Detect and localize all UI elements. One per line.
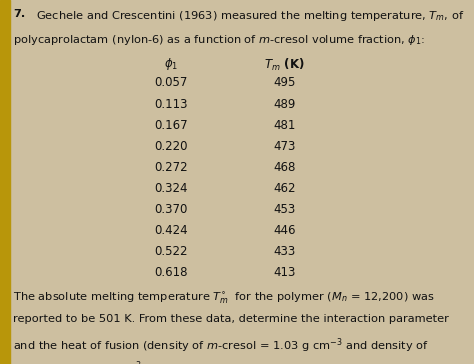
Text: 473: 473: [273, 140, 296, 153]
Text: Gechele and Crescentini (1963) measured the melting temperature, $T_m$, of: Gechele and Crescentini (1963) measured …: [36, 9, 464, 23]
Text: and the heat of fusion (density of $m$-cresol = 1.03 g cm$^{-3}$ and density of: and the heat of fusion (density of $m$-c…: [13, 336, 429, 355]
Text: 0.370: 0.370: [154, 203, 187, 216]
Text: 0.113: 0.113: [154, 98, 187, 111]
Text: 489: 489: [273, 98, 296, 111]
Text: $T_m$ (K): $T_m$ (K): [264, 56, 305, 72]
Text: 0.618: 0.618: [154, 266, 187, 280]
Text: 413: 413: [273, 266, 296, 280]
Text: The absolute melting temperature $T^{\circ}_m$  for the polymer ($M_n$ = 12,200): The absolute melting temperature $T^{\ci…: [13, 291, 435, 306]
Bar: [0, 0, 10, 364]
Text: 0.324: 0.324: [154, 182, 187, 195]
Text: 0.167: 0.167: [154, 119, 187, 132]
Text: 0.272: 0.272: [154, 161, 187, 174]
Text: 433: 433: [273, 245, 295, 258]
Text: 7.: 7.: [13, 9, 26, 19]
Text: 468: 468: [273, 161, 296, 174]
Text: 495: 495: [273, 76, 296, 90]
Text: 481: 481: [273, 119, 296, 132]
Text: 0.057: 0.057: [154, 76, 187, 90]
Text: 453: 453: [273, 203, 295, 216]
Text: 0.424: 0.424: [154, 224, 187, 237]
Text: reported to be 501 K. From these data, determine the interaction parameter: reported to be 501 K. From these data, d…: [13, 314, 449, 324]
Text: nylon 6 = 1.12 g cm$^{-3}$).: nylon 6 = 1.12 g cm$^{-3}$).: [13, 359, 150, 364]
Text: polycaprolactam (nylon-6) as a function of $m$-cresol volume fraction, $\phi_1$:: polycaprolactam (nylon-6) as a function …: [13, 33, 426, 47]
Text: 0.522: 0.522: [154, 245, 187, 258]
Text: $\phi_1$: $\phi_1$: [164, 56, 178, 72]
Text: 446: 446: [273, 224, 296, 237]
Text: 462: 462: [273, 182, 296, 195]
Text: 0.220: 0.220: [154, 140, 187, 153]
